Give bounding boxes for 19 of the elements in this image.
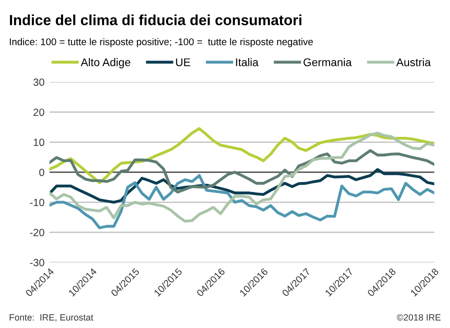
- line-series: [50, 174, 434, 230]
- legend-label: Germania: [304, 58, 352, 66]
- chart-title: Indice del clima di fiducia dei consumatori: [10, 14, 302, 26]
- y-tick-label: 30: [33, 78, 44, 86]
- legend-label: Italia: [236, 58, 259, 66]
- text: ©2018 IRE: [396, 314, 441, 321]
- legend-label: Alto Adige: [80, 58, 130, 68]
- source-note: Fonte: IRE, Eurostat: [10, 314, 94, 322]
- chart-subtitle: Indice: 100 = tutte le risposte positive; -100 = tutte le risposte negative: [10, 38, 313, 48]
- line-series: [50, 132, 434, 223]
- y-tick-label: -10: [30, 198, 44, 206]
- y-tick-label: -20: [30, 228, 44, 236]
- y-tick-label: 0: [39, 168, 44, 176]
- y-tick-label: -30: [30, 258, 44, 266]
- legend-label: Austria: [396, 58, 431, 66]
- legend-label: UE: [176, 58, 190, 66]
- y-tick-label: 10: [34, 138, 44, 146]
- y-tick-label: 20: [34, 108, 44, 116]
- line-series: [50, 149, 434, 194]
